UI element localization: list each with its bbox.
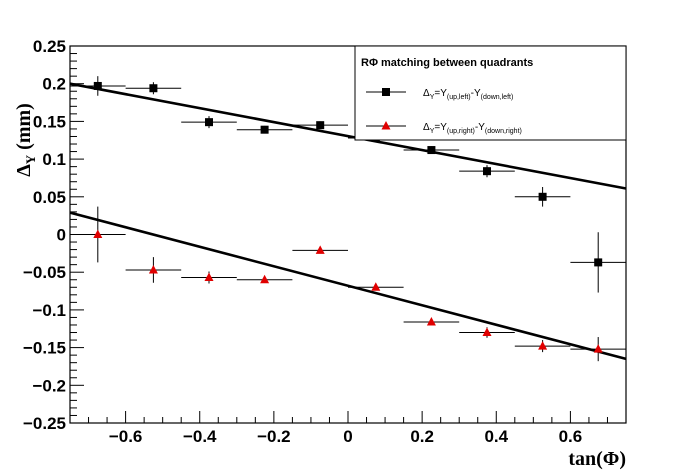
x-tick-label: −0.2 <box>257 427 291 446</box>
triangle-marker <box>593 344 603 353</box>
axis-ticks <box>69 45 627 424</box>
y-tick-label: −0.15 <box>23 339 66 358</box>
legend-marker <box>381 121 391 130</box>
legend-label-part: -Y <box>475 122 485 133</box>
square-marker <box>538 192 547 201</box>
fit-line-2 <box>69 211 627 361</box>
y-tick-label: 0.25 <box>33 37 66 56</box>
triangle-marker <box>148 264 158 274</box>
legend-label-1: ΔY=Y(up,left)-Y(down,left) <box>423 88 513 101</box>
y-axis-title: ΔY (mm) <box>13 103 38 177</box>
y-tick-label: 0 <box>57 226 66 245</box>
square-marker <box>205 118 213 127</box>
triangle-marker <box>482 327 492 337</box>
x-tick-label: 0.2 <box>410 427 434 446</box>
legend-label-part: Y <box>430 94 435 101</box>
y-tick-label: 0.2 <box>42 75 66 94</box>
y-axis-sub: Y <box>23 154 38 164</box>
fit-line-1 <box>69 82 627 190</box>
legend-label-2: ΔY=Y(up,right)-Y(down,right) <box>423 122 522 135</box>
square-marker <box>427 146 436 155</box>
triangle-marker <box>315 245 325 254</box>
y-tick-label: −0.05 <box>23 263 66 282</box>
square-marker <box>260 125 269 134</box>
y-tick-label: −0.2 <box>32 376 66 395</box>
legend-label-part: Δ <box>423 122 430 133</box>
x-tick-label: 0.4 <box>484 427 508 446</box>
legend-label-part: -Y <box>471 88 481 99</box>
x-axis-title: tan(Φ) <box>568 448 626 470</box>
triangle-marker <box>538 341 548 350</box>
y-axis-delta: Δ <box>13 164 35 177</box>
triangle-marker <box>426 316 436 326</box>
square-marker <box>93 81 102 90</box>
x-tick-label: −0.6 <box>109 427 143 446</box>
y-tick-label: 0.15 <box>33 112 66 131</box>
legend-entries: ΔY=Y(up,left)-Y(down,left)ΔY=Y(up,right)… <box>366 88 522 135</box>
triangle-marker <box>260 274 270 284</box>
y-tick-label: −0.25 <box>23 414 66 433</box>
y-tick-label: −0.1 <box>32 301 66 320</box>
triangle-marker <box>371 282 381 291</box>
square-marker <box>483 167 491 176</box>
y-tick-label: 0.05 <box>33 188 66 207</box>
y-axis-unit: (mm) <box>13 103 35 155</box>
x-tick-label: 0.6 <box>559 427 583 446</box>
legend-label-part: (down,left) <box>481 94 514 101</box>
legend-marker <box>382 88 390 96</box>
legend-label-part: (up,left) <box>447 94 471 101</box>
y-tick-label: 0.1 <box>42 150 66 169</box>
tick-labels: −0.6 −0.4 −0.2 0 0.2 0.4 0.6 −0.25 −0.2 −0.15 −0.1… <box>23 37 582 446</box>
x-tick-label: 0 <box>343 427 352 446</box>
legend-box <box>354 45 627 141</box>
triangle-marker <box>93 229 103 238</box>
legend-label-part: (up,right) <box>447 128 475 135</box>
legend-label-part: (down,right) <box>485 128 522 135</box>
legend-label-part: Δ <box>423 88 430 99</box>
legend-label-part: Y <box>430 128 435 135</box>
legend-title: RΦ matching between quadrants <box>361 57 533 69</box>
fit-lines <box>69 82 627 361</box>
square-marker <box>316 121 325 130</box>
triangle-marker <box>204 272 214 281</box>
square-marker <box>594 258 603 267</box>
square-marker <box>149 84 158 93</box>
legend: RΦ matching between quadrants ΔY=Y(up,le… <box>354 45 627 141</box>
x-tick-label: −0.4 <box>183 427 217 446</box>
legend-label-part: =Y <box>434 88 447 99</box>
legend-label-part: =Y <box>434 122 447 133</box>
